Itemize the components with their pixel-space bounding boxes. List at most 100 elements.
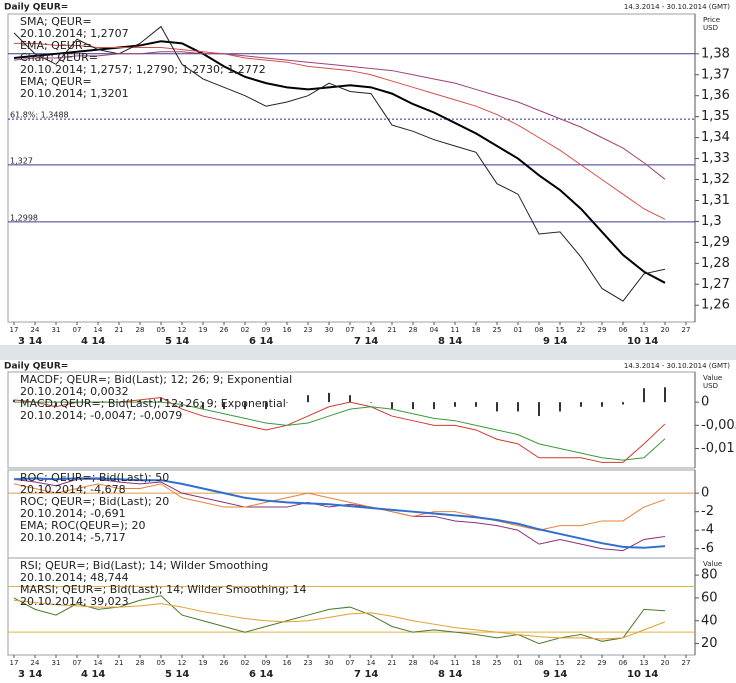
x-tick-label: 01 bbox=[514, 659, 523, 667]
bar bbox=[601, 402, 603, 407]
bar bbox=[496, 402, 498, 412]
window-subtitle: 14.3.2014 - 30.10.2014 (GMT) bbox=[624, 362, 730, 370]
y-tick-label: 1,27 bbox=[701, 277, 730, 292]
legend-value: 20.10.2014; 39,023 bbox=[20, 595, 129, 608]
legend-entry: Chart; QEUR= bbox=[20, 51, 98, 64]
x-tick-label: 06 bbox=[619, 659, 628, 667]
x-tick-label: 30 bbox=[325, 326, 334, 334]
y-tick-label: 80 bbox=[701, 568, 718, 583]
y-tick-label: 0 bbox=[701, 486, 709, 501]
y-axis-label: Value bbox=[703, 560, 722, 568]
x-tick-label: 07 bbox=[346, 326, 355, 334]
month-label: 8 14 bbox=[438, 336, 462, 347]
window-title: Daily QEUR= bbox=[4, 3, 68, 13]
x-tick-label: 21 bbox=[388, 326, 397, 334]
x-tick-label: 09 bbox=[262, 659, 271, 667]
x-tick-label: 16 bbox=[283, 659, 292, 667]
x-tick-label: 08 bbox=[535, 659, 544, 667]
bar bbox=[286, 402, 288, 403]
x-tick-label: 07 bbox=[346, 659, 355, 667]
x-tick-label: 24 bbox=[31, 659, 40, 667]
legend-value: 20.10.2014; 1,2757; 1,2790; 1,2730; 1,27… bbox=[20, 63, 266, 76]
legend-value: 20.10.2014; 1,2707 bbox=[20, 27, 129, 40]
month-label: 5 14 bbox=[165, 336, 189, 347]
legend-value: 20.10.2014; 48,744 bbox=[20, 571, 129, 584]
x-tick-label: 26 bbox=[220, 659, 229, 667]
legend-entry: ROC; QEUR=; Bid(Last); 50 bbox=[20, 471, 169, 484]
x-tick-label: 14 bbox=[94, 659, 103, 667]
y-tick-label: 1,3 bbox=[701, 214, 722, 229]
month-label: 3 14 bbox=[18, 669, 42, 680]
x-tick-label: 25 bbox=[493, 659, 502, 667]
month-label: 8 14 bbox=[438, 669, 462, 680]
bar bbox=[622, 402, 624, 405]
legend-entry: ROC; QEUR=; Bid(Last); 20 bbox=[20, 495, 169, 508]
legend-entry: MARSI; QEUR=; Bid(Last); 14; Wilder Smoo… bbox=[20, 583, 306, 596]
x-tick-label: 01 bbox=[514, 326, 523, 334]
bar bbox=[55, 402, 57, 407]
bar bbox=[223, 402, 225, 410]
month-label: 9 14 bbox=[543, 669, 567, 680]
bar bbox=[265, 402, 267, 410]
y-tick-label: 0 bbox=[701, 395, 709, 410]
bar bbox=[664, 387, 666, 403]
bar bbox=[13, 399, 15, 403]
bar bbox=[139, 399, 141, 403]
x-tick-label: 04 bbox=[430, 659, 439, 667]
legend-value: 20.10.2014; 1,3201 bbox=[20, 87, 129, 100]
month-label: 3 14 bbox=[18, 336, 42, 347]
x-tick-label: 23 bbox=[304, 326, 313, 334]
y-tick-label: 60 bbox=[701, 590, 718, 605]
y-axis-label-line: Value bbox=[703, 560, 722, 568]
x-tick-label: 30 bbox=[325, 659, 334, 667]
bar bbox=[328, 392, 330, 403]
x-tick-label: 22 bbox=[577, 326, 586, 334]
y-tick-label: 1,34 bbox=[701, 130, 730, 145]
x-tick-label: 14 bbox=[367, 326, 376, 334]
legend-entry: SMA; QEUR= bbox=[20, 15, 92, 28]
x-tick-label: 26 bbox=[220, 326, 229, 334]
month-label: 4 14 bbox=[81, 669, 105, 680]
x-tick-label: 07 bbox=[73, 326, 82, 334]
y-tick-label: 40 bbox=[701, 613, 718, 628]
bar bbox=[580, 402, 582, 407]
x-tick-label: 12 bbox=[178, 326, 187, 334]
legend-entry: EMA; QEUR= bbox=[20, 39, 92, 52]
x-tick-label: 19 bbox=[199, 659, 208, 667]
x-tick-label: 13 bbox=[640, 659, 649, 667]
x-tick-label: 11 bbox=[451, 659, 460, 667]
y-tick-label: 1,31 bbox=[701, 193, 730, 208]
x-tick-label: 06 bbox=[619, 326, 628, 334]
x-tick-label: 25 bbox=[493, 326, 502, 334]
month-label: 5 14 bbox=[165, 669, 189, 680]
month-label: 10 14 bbox=[627, 336, 658, 347]
series-line bbox=[13, 25, 666, 302]
y-tick-label: 1,37 bbox=[701, 67, 730, 82]
level-label: 1,327 bbox=[10, 156, 33, 165]
month-label: 6 14 bbox=[249, 669, 273, 680]
y-tick-label: -2 bbox=[701, 504, 714, 519]
bar bbox=[244, 402, 246, 410]
legend-entry: MACD; QEUR=; Bid(Last); 12; 26; 9; Expon… bbox=[20, 397, 286, 410]
series-line bbox=[13, 595, 666, 645]
x-tick-label: 05 bbox=[157, 659, 166, 667]
bar bbox=[391, 402, 393, 410]
x-tick-label: 17 bbox=[10, 659, 19, 667]
x-tick-label: 13 bbox=[640, 326, 649, 334]
bar bbox=[202, 402, 204, 410]
x-tick-label: 14 bbox=[94, 326, 103, 334]
x-tick-label: 15 bbox=[556, 659, 565, 667]
y-tick-label: 1,28 bbox=[701, 256, 730, 271]
series-line bbox=[13, 51, 666, 180]
series-line bbox=[14, 401, 666, 461]
bar bbox=[538, 402, 540, 417]
x-tick-label: 02 bbox=[241, 326, 250, 334]
x-tick-label: 21 bbox=[388, 659, 397, 667]
bar bbox=[370, 402, 372, 403]
bar bbox=[475, 402, 477, 407]
level-label: 61.8%: 1,3488 bbox=[10, 111, 69, 120]
y-tick-label: 1,35 bbox=[701, 109, 730, 124]
